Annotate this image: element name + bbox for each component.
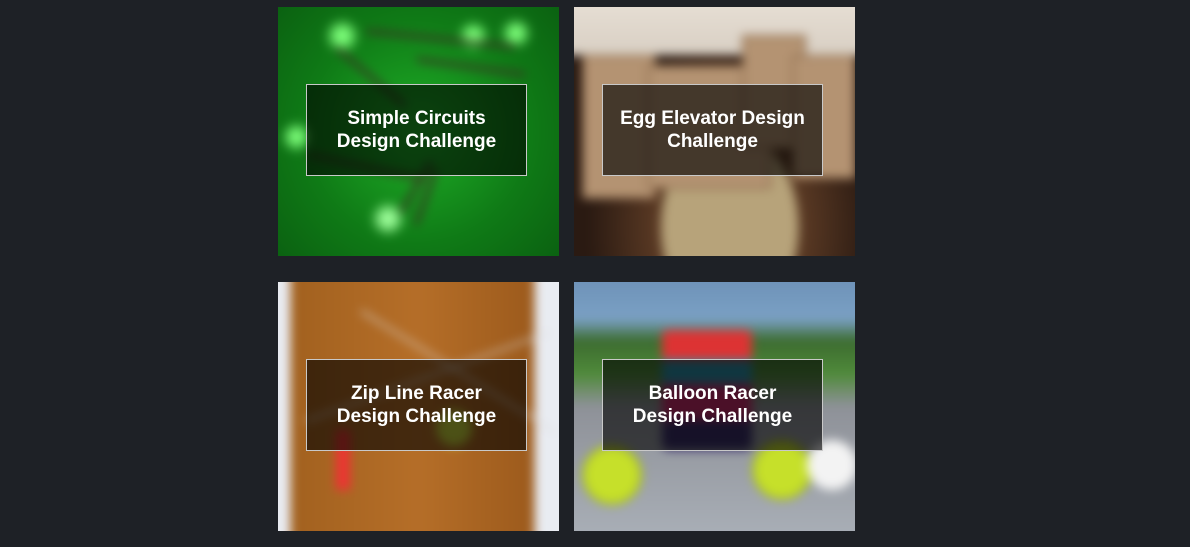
card-title-line1: Zip Line Racer bbox=[351, 383, 482, 404]
challenge-grid: Simple Circuits Design Challenge Egg Ele… bbox=[278, 7, 855, 531]
card-title-simple-circuits: Simple Circuits Design Challenge bbox=[306, 84, 527, 176]
card-zip-line-racer[interactable]: Zip Line Racer Design Challenge bbox=[278, 282, 559, 531]
card-title-line1: Balloon Racer bbox=[648, 383, 777, 404]
card-title-balloon-racer: Balloon Racer Design Challenge bbox=[602, 359, 823, 451]
card-egg-elevator[interactable]: Egg Elevator Design Challenge bbox=[574, 7, 855, 256]
card-balloon-racer[interactable]: Balloon Racer Design Challenge bbox=[574, 282, 855, 531]
card-title-line1: Egg Elevator Design bbox=[620, 108, 805, 129]
card-title-line2: Design Challenge bbox=[632, 406, 793, 427]
card-title-line2: Design Challenge bbox=[336, 131, 497, 152]
card-title-line1: Simple Circuits bbox=[347, 108, 486, 129]
card-simple-circuits[interactable]: Simple Circuits Design Challenge bbox=[278, 7, 559, 256]
card-title-line2: Challenge bbox=[667, 131, 758, 152]
card-title-line2: Design Challenge bbox=[336, 406, 497, 427]
card-title-egg-elevator: Egg Elevator Design Challenge bbox=[602, 84, 823, 176]
card-title-zip-line-racer: Zip Line Racer Design Challenge bbox=[306, 359, 527, 451]
